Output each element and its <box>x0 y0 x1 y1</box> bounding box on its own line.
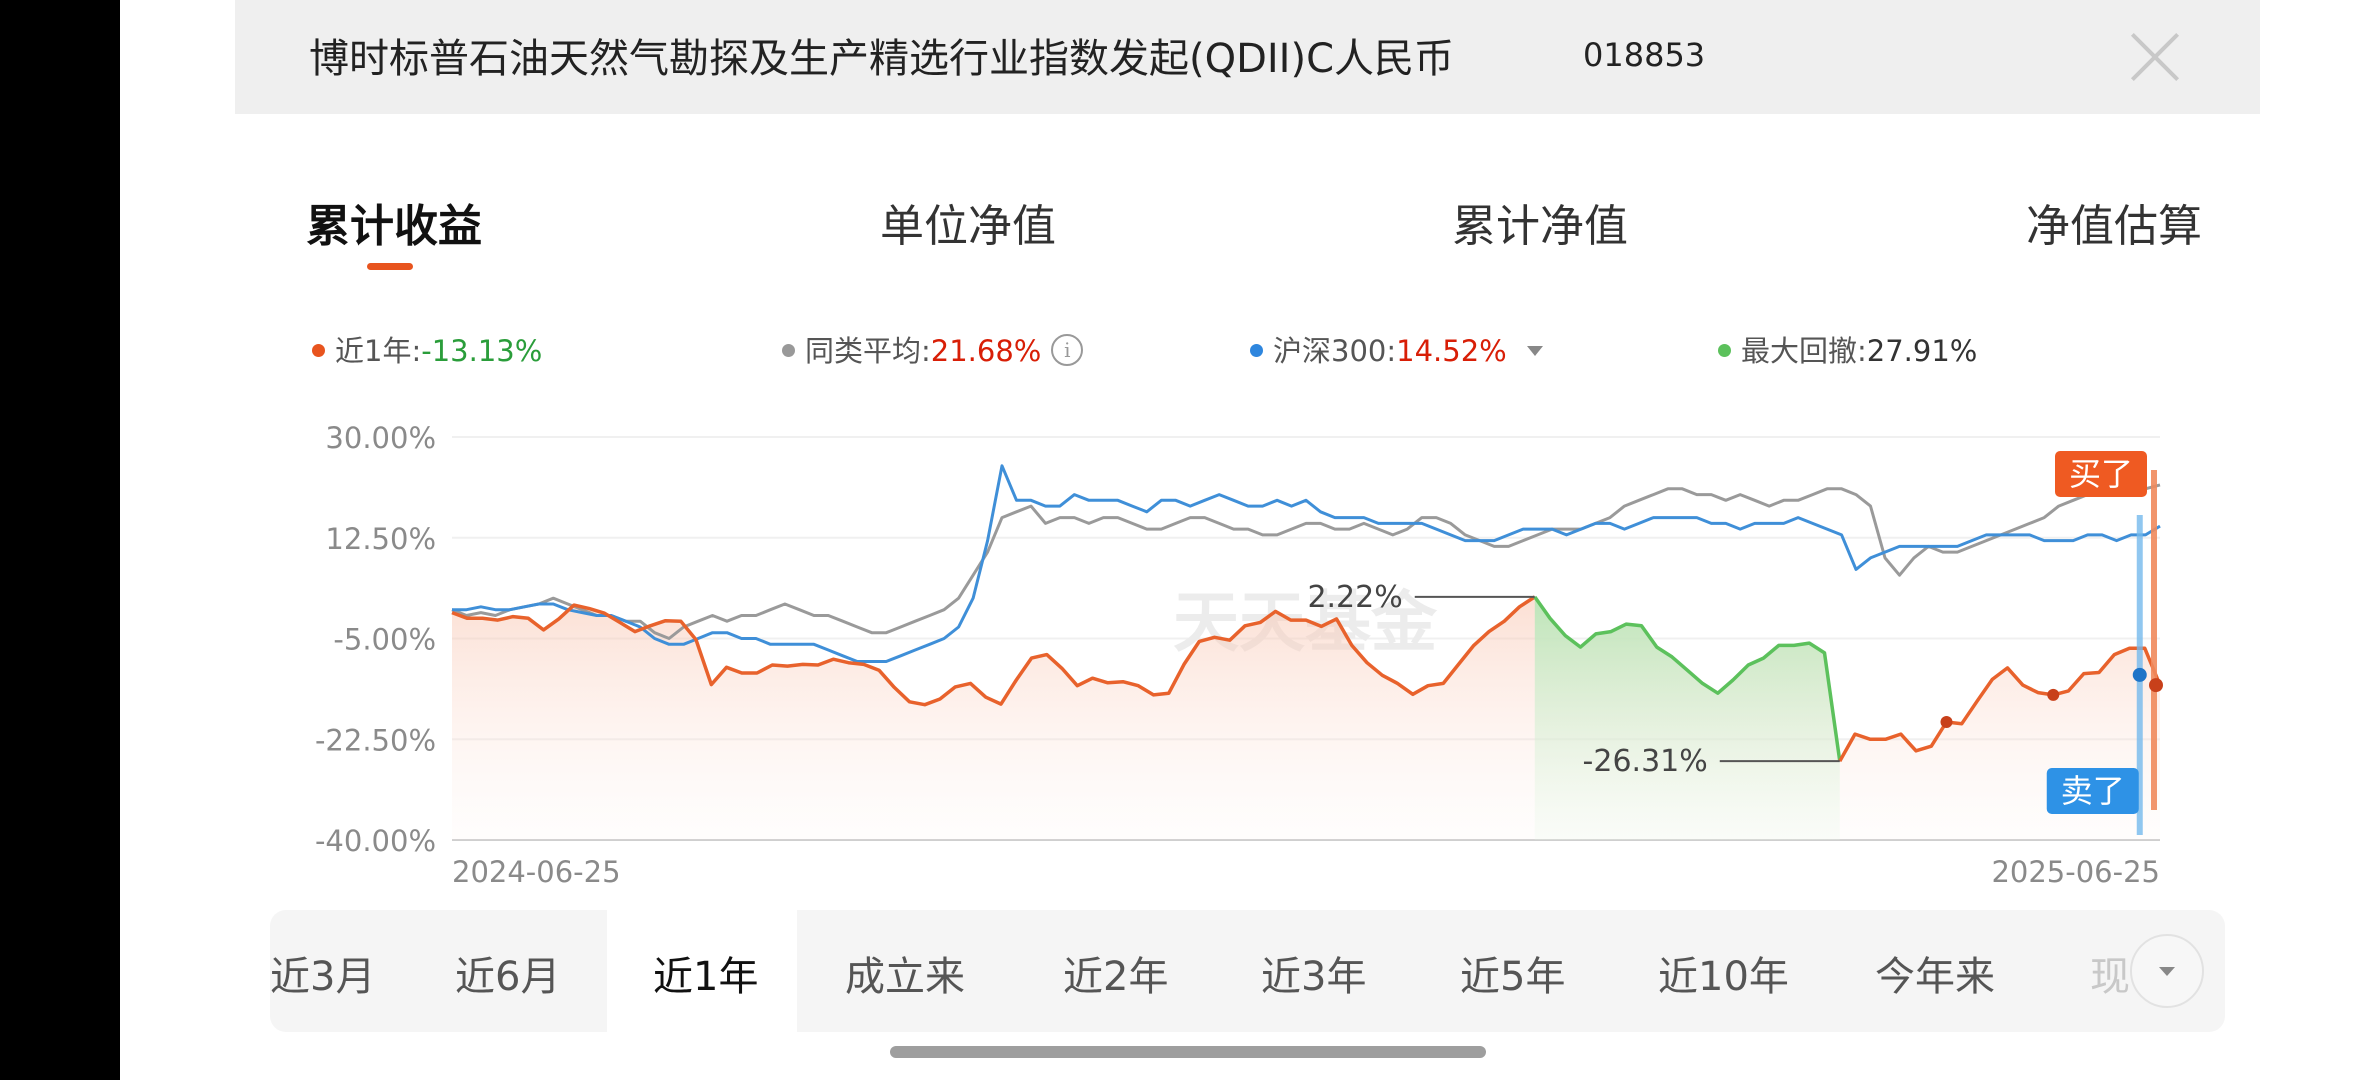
buy-marker-stem <box>2151 470 2157 810</box>
active-tab-indicator <box>367 263 413 270</box>
fund-header: 博时标普石油天然气勘探及生产精选行业指数发起(QDII)C人民币 018853 <box>235 0 2260 114</box>
info-icon[interactable]: i <box>1051 334 1084 366</box>
chart-tabs: 累计收益 单位净值 累计净值 净值估算 <box>0 190 2376 280</box>
legend-drawdown-label: 最大回撤: <box>1741 334 1867 368</box>
y-tick-label: 30.00% <box>325 421 436 455</box>
period-10y[interactable]: 近10年 <box>1658 954 1789 1000</box>
chart-legend: 近1年:-13.13% 同类平均:21.68% i 沪深300:14.52% 最大… <box>0 328 2376 368</box>
y-tick-label: -5.00% <box>333 623 436 657</box>
period-3m[interactable]: 近3月 <box>270 954 376 1000</box>
buy-marker-badge <box>2055 451 2147 497</box>
period-3y[interactable]: 近3年 <box>1261 954 1367 1000</box>
legend-dot-peer <box>782 343 795 357</box>
period-ytd[interactable]: 今年来 <box>1875 954 1995 1000</box>
buy-marker-dot <box>2149 678 2163 693</box>
return-chart[interactable]: 30.00% 12.50% -5.00% -22.50% -40.00% 2024-06-… <box>0 400 2376 900</box>
legend-peer-label: 同类平均: <box>805 334 931 368</box>
sell-marker-badge <box>2046 768 2139 814</box>
period-active-background <box>607 910 797 1032</box>
close-icon[interactable] <box>2125 28 2185 88</box>
legend-hs300-value: 14.52% <box>1396 334 1507 368</box>
sell-marker-label: 卖了 <box>2061 772 2125 810</box>
peak-label: 2.22% <box>1307 580 1402 615</box>
period-6m[interactable]: 近6月 <box>455 954 561 1000</box>
legend-max-drawdown: 最大回撤:27.91% <box>1718 328 1977 370</box>
fund-code: 018853 <box>1583 36 1706 74</box>
sell-marker-dot <box>2132 667 2147 682</box>
fund-line <box>1838 646 2162 763</box>
tab-cumulative-return[interactable]: 累计收益 <box>306 201 482 252</box>
drawdown-area-fill <box>1534 596 1840 840</box>
period-5y[interactable]: 近5年 <box>1460 954 1566 1000</box>
legend-dot-hs300 <box>1250 343 1263 357</box>
fund-title: 博时标普石油天然气勘探及生产精选行业指数发起(QDII)C人民币 <box>309 36 1455 82</box>
period-1y[interactable]: 近1年 <box>653 954 759 1000</box>
dropdown-triangle-icon[interactable] <box>1526 346 1543 356</box>
period-since-inception[interactable]: 成立来 <box>845 954 965 1000</box>
peer-average-line <box>451 483 2161 640</box>
legend-hs300[interactable]: 沪深300:14.52% <box>1250 328 1543 370</box>
transaction-dot <box>2047 688 2060 701</box>
transaction-dot <box>1940 715 1953 728</box>
legend-fund: 近1年:-13.13% <box>312 328 542 370</box>
buy-marker-label: 买了 <box>2069 455 2133 493</box>
y-tick-label: -22.50% <box>315 723 436 757</box>
scrollbar[interactable] <box>890 1046 1486 1058</box>
period-selector: 近3月 近6月 近1年 成立来 近2年 近3年 近5年 近10年 今年来 现 <box>270 910 2225 1032</box>
period-current[interactable]: 现 <box>2090 954 2130 1000</box>
tab-nav-estimate[interactable]: 净值估算 <box>2026 201 2202 252</box>
legend-fund-value: -13.13% <box>421 334 543 368</box>
fund-line <box>451 595 1536 707</box>
legend-peer-average: 同类平均:21.68% i <box>782 328 1084 370</box>
hs300-line <box>452 464 2161 663</box>
tab-unit-nav[interactable]: 单位净值 <box>880 201 1056 252</box>
tab-cumulative-nav[interactable]: 累计净值 <box>1452 201 1628 252</box>
x-tick-label: 2024-06-25 <box>452 855 621 889</box>
legend-hs300-label: 沪深300: <box>1273 334 1397 368</box>
legend-dot-drawdown <box>1718 343 1731 357</box>
y-tick-label: 12.50% <box>325 522 436 556</box>
expand-more-icon[interactable] <box>2130 934 2204 1008</box>
legend-drawdown-value: 27.91% <box>1866 334 1978 368</box>
legend-fund-label: 近1年: <box>335 334 422 368</box>
legend-peer-value: 21.68% <box>930 334 1042 368</box>
period-2y[interactable]: 近2年 <box>1063 954 1169 1000</box>
legend-dot-fund <box>312 343 325 357</box>
left-black-margin <box>0 0 120 1080</box>
trough-label: -26.31% <box>1583 744 1708 779</box>
x-tick-label: 2025-06-25 <box>1991 855 2160 889</box>
drawdown-line <box>1533 595 1842 762</box>
y-tick-label: -40.00% <box>315 824 436 858</box>
